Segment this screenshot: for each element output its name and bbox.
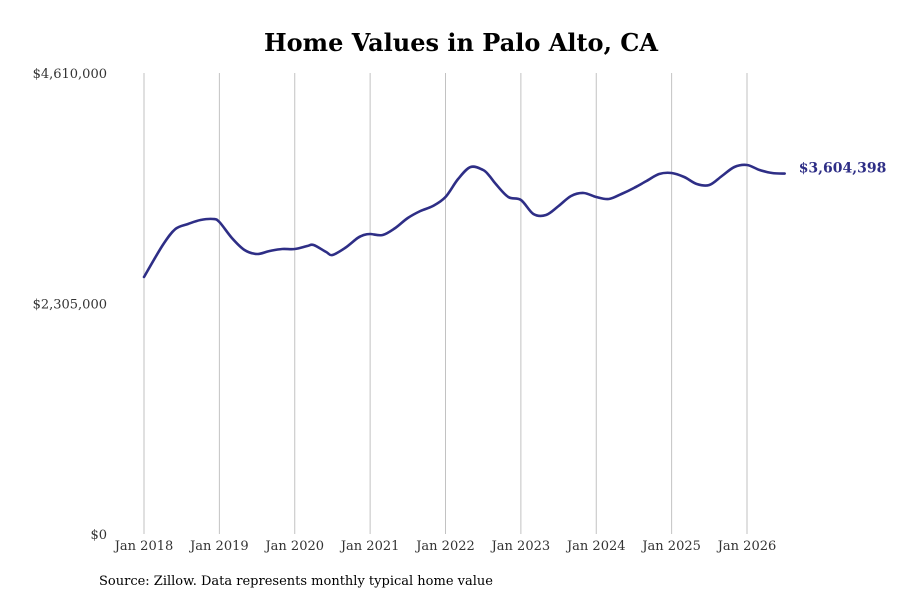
x-tick-label: Jan 2022 (414, 539, 475, 554)
x-axis-ticks: Jan 2018 Jan 2019 Jan 2020 Jan 2021 Jan 2022… (113, 539, 777, 554)
x-tick-label: Jan 2026 (716, 539, 777, 554)
y-axis-ticks: $0 $2,305,000 $4,610,000 (33, 67, 107, 543)
x-tick-label: Jan 2025 (640, 539, 701, 554)
y-tick-label: $4,610,000 (33, 67, 107, 82)
x-tick-label: Jan 2023 (490, 539, 551, 554)
series-layer: $3,604,398 (142, 161, 887, 279)
x-tick-label: Jan 2020 (263, 539, 324, 554)
gridlines (143, 73, 748, 534)
series-end-label: $3,604,398 (799, 161, 887, 177)
series-line (142, 163, 786, 279)
x-tick-label: Jan 2021 (339, 539, 400, 554)
chart-source-note: Source: Zillow. Data represents monthly … (99, 574, 493, 589)
y-tick-label: $0 (90, 528, 107, 543)
x-tick-label: Jan 2019 (188, 539, 249, 554)
y-tick-label: $2,305,000 (33, 298, 107, 313)
x-tick-label: Jan 2024 (565, 539, 626, 554)
x-tick-label: Jan 2018 (113, 539, 174, 554)
chart-title: Home Values in Palo Alto, CA (264, 28, 658, 57)
